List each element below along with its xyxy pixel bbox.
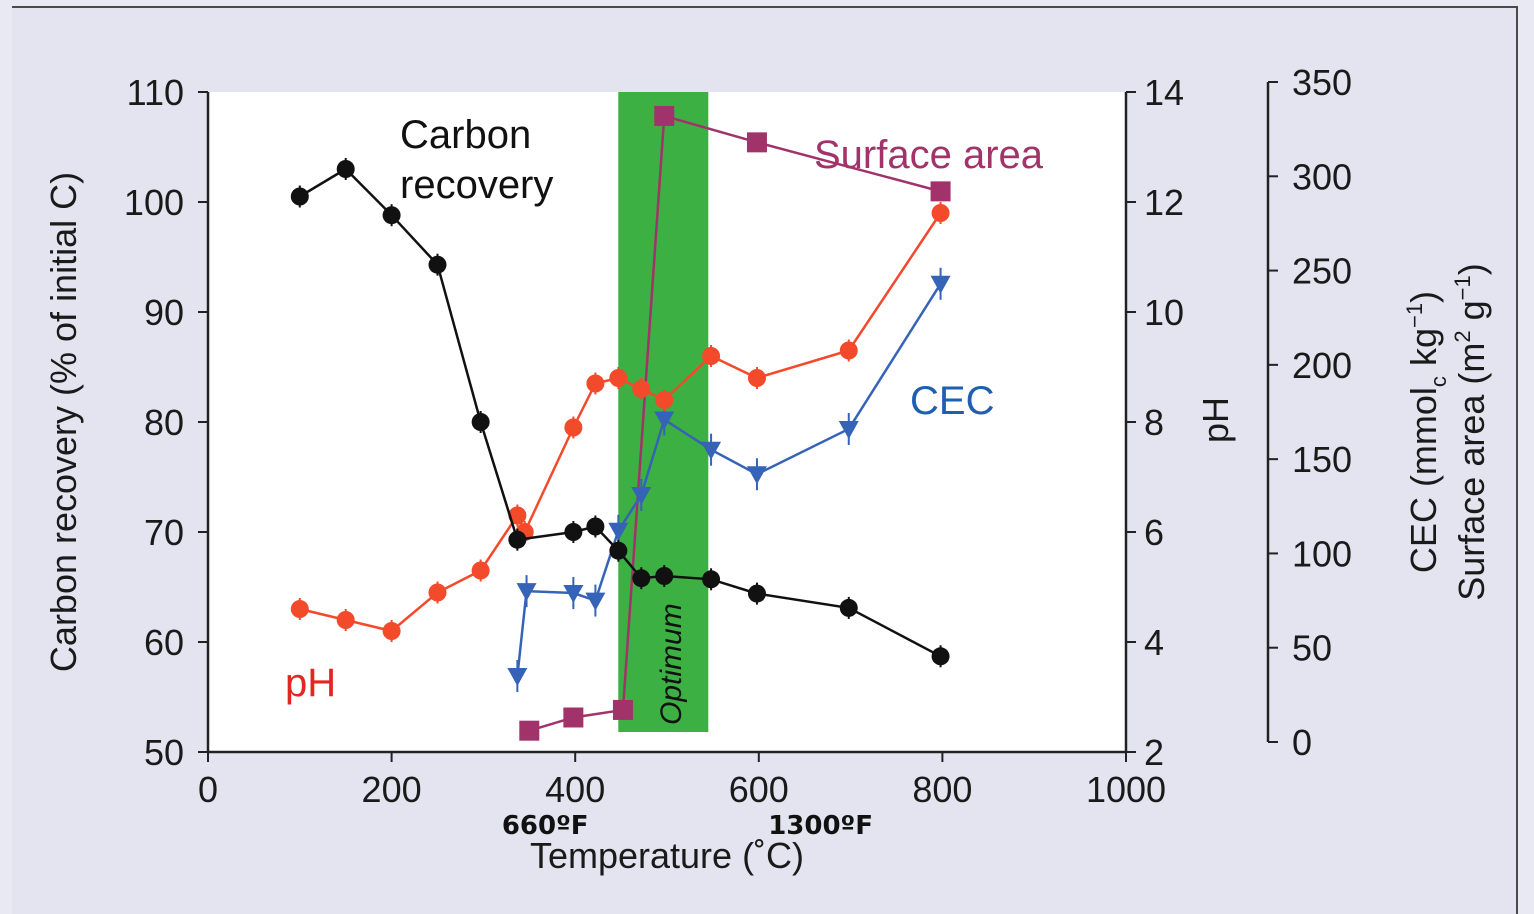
x-extra-label: 660ºF — [502, 811, 589, 841]
cec-point — [507, 668, 528, 686]
ph-axis-label: pH — [1195, 397, 1236, 443]
cec-point — [654, 411, 675, 430]
ph-tick-label: 8 — [1144, 402, 1164, 443]
cec-axis-label: CEC (mmolc kg−1) — [1402, 291, 1451, 573]
carbon-recovery-point — [290, 187, 309, 206]
ph-series-label: pH — [285, 661, 336, 705]
carbon-recovery-point — [655, 567, 674, 585]
right-tick-label: 250 — [1292, 251, 1352, 292]
surface-area-point — [612, 699, 633, 720]
surface-area-point — [654, 105, 675, 126]
x-tick-label: 0 — [198, 769, 218, 810]
cec-point — [631, 486, 652, 505]
left-tick-label: 50 — [144, 732, 184, 773]
cec-point — [838, 420, 859, 439]
right-tick-label: 350 — [1292, 62, 1352, 103]
left-axis-label: Carbon recovery (% of initial C) — [43, 172, 84, 672]
carbon-recovery-point — [632, 569, 651, 588]
right-tick-label: 200 — [1292, 345, 1352, 386]
ph-point — [609, 369, 628, 387]
carbon-recovery-point — [702, 570, 721, 589]
right-tick-label: 300 — [1292, 156, 1352, 197]
left-tick-label: 60 — [144, 622, 184, 663]
carbon-recovery-point — [747, 584, 766, 603]
ph-point — [428, 583, 447, 602]
surface-area-point — [519, 720, 540, 741]
carbon-recovery-point — [336, 160, 355, 178]
carbon-recovery-point — [508, 530, 527, 549]
cec-point — [930, 275, 951, 294]
ph-point — [702, 347, 721, 365]
left-tick-label: 90 — [144, 292, 184, 333]
right-tick-label: 50 — [1292, 628, 1332, 669]
surface-axis-label: Surface area (m2 g−1) — [1450, 263, 1492, 600]
carbon-recovery-point — [586, 517, 605, 536]
ph-tick-label: 12 — [1144, 182, 1184, 223]
optimum-label: Optimum — [655, 603, 688, 725]
carbon-recovery-point — [931, 647, 950, 666]
left-tick-label: 70 — [144, 512, 184, 553]
ph-point — [508, 506, 527, 525]
ph-point — [655, 391, 674, 409]
ph-point — [336, 611, 355, 629]
right-tick-label: 100 — [1292, 533, 1352, 574]
left-tick-label: 110 — [127, 72, 184, 113]
cec-point — [746, 466, 767, 485]
cec-label: CEC — [910, 379, 994, 423]
ph-point — [471, 561, 490, 580]
ph-tick-label: 2 — [1144, 732, 1164, 773]
cec-point — [701, 441, 722, 460]
x-extra-label: 1300ºF — [768, 811, 873, 841]
surface-area-point — [746, 132, 767, 153]
carbon-recovery-point — [609, 541, 628, 560]
cec-point — [563, 585, 584, 604]
carbon-recovery-point — [428, 255, 447, 274]
ph-point — [931, 204, 950, 222]
surface-area-label: Surface area — [814, 133, 1044, 177]
cec-point — [608, 522, 629, 541]
cec-point — [516, 583, 537, 602]
ph-point — [564, 418, 583, 437]
ph-point — [632, 380, 651, 398]
x-tick-label: 200 — [362, 769, 422, 810]
carbon-recovery-point — [839, 598, 858, 617]
ph-line — [299, 212, 942, 633]
carbon-recovery-label-line1: Carbon — [400, 113, 531, 157]
carbon-recovery-point — [471, 413, 490, 431]
x-tick-label: 800 — [912, 769, 972, 810]
x-tick-label: 1000 — [1086, 769, 1166, 810]
ph-point — [382, 622, 401, 640]
carbon-recovery-label-line2: recovery — [400, 163, 553, 207]
left-tick-label: 100 — [124, 182, 184, 223]
ph-point — [290, 600, 309, 618]
cec-point — [585, 592, 606, 611]
x-axis-label: Temperature (˚C) — [530, 835, 804, 876]
ph-tick-label: 6 — [1144, 512, 1164, 553]
ph-tick-label: 14 — [1144, 72, 1184, 113]
surface-area-point — [563, 707, 584, 728]
ph-point — [747, 369, 766, 387]
carbon-recovery-point — [564, 523, 583, 541]
x-tick-label: 600 — [729, 769, 789, 810]
ph-point — [586, 374, 605, 393]
ph-tick-label: 4 — [1144, 622, 1164, 663]
ph-point — [839, 341, 858, 360]
x-tick-label: 400 — [545, 769, 605, 810]
carbon-recovery-point — [382, 206, 401, 225]
right-tick-label: 0 — [1292, 722, 1312, 763]
ph-tick-label: 10 — [1144, 292, 1184, 333]
left-tick-label: 80 — [144, 402, 184, 443]
surface-area-point — [930, 181, 951, 202]
right-tick-label: 150 — [1292, 439, 1352, 480]
